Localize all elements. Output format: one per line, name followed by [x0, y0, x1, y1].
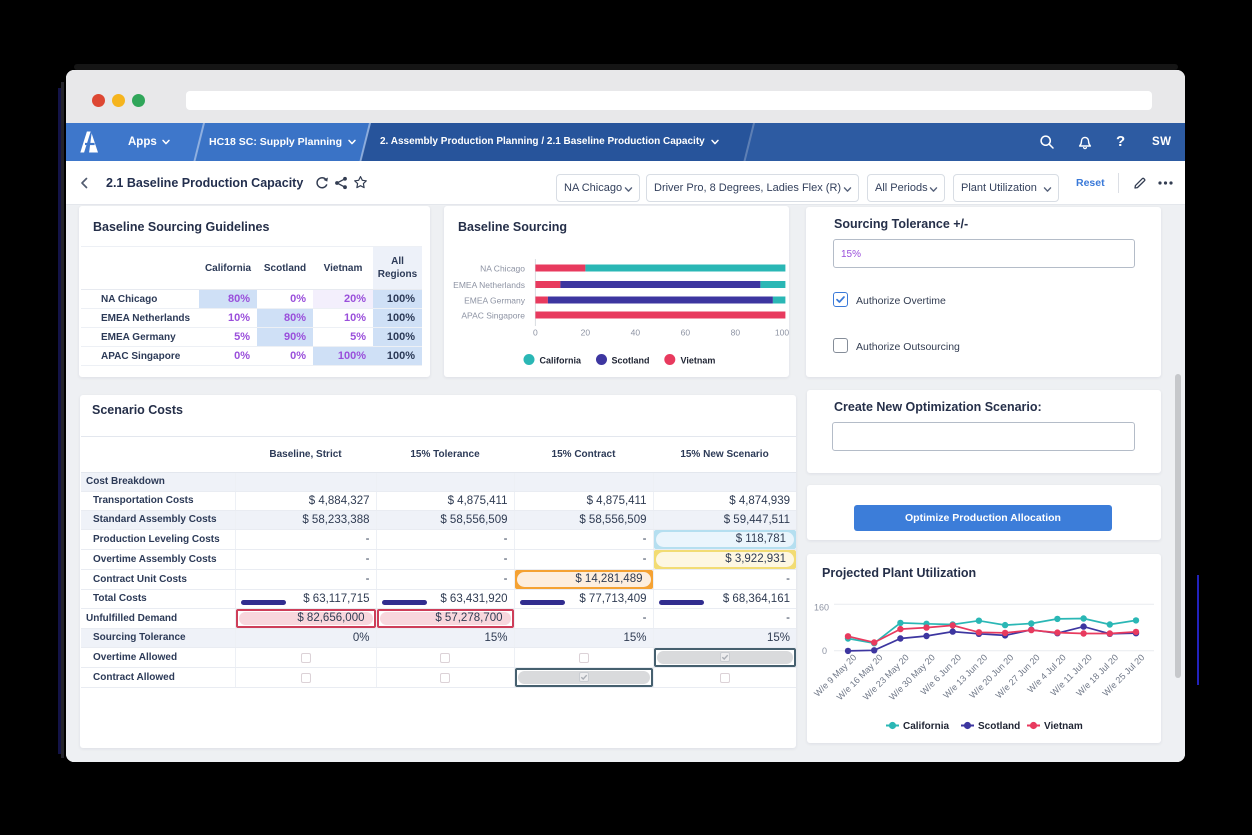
- svg-text:EMEA Netherlands: EMEA Netherlands: [453, 280, 525, 290]
- svg-text:Vietnam: Vietnam: [681, 356, 716, 366]
- svg-text:W/e 30 May 20: W/e 30 May 20: [887, 652, 937, 702]
- svg-text:Scotland: Scotland: [612, 356, 650, 366]
- svg-text:California: California: [903, 721, 950, 732]
- svg-text:APAC Singapore: APAC Singapore: [461, 311, 525, 321]
- svg-text:0: 0: [822, 646, 827, 656]
- svg-text:100: 100: [775, 328, 789, 338]
- svg-text:0: 0: [533, 328, 538, 338]
- svg-text:160: 160: [814, 603, 829, 613]
- svg-text:EMEA Germany: EMEA Germany: [464, 296, 526, 306]
- svg-text:40: 40: [631, 328, 641, 338]
- svg-text:NA Chicago: NA Chicago: [480, 264, 525, 274]
- svg-text:California: California: [540, 356, 583, 366]
- svg-text:W/e 23 May 20: W/e 23 May 20: [861, 652, 911, 702]
- svg-text:W/e 16 May 20: W/e 16 May 20: [835, 652, 885, 702]
- svg-text:80: 80: [731, 328, 741, 338]
- svg-text:20: 20: [581, 328, 591, 338]
- svg-text:60: 60: [681, 328, 691, 338]
- svg-text:Vietnam: Vietnam: [1044, 721, 1083, 732]
- svg-text:Scotland: Scotland: [978, 721, 1020, 732]
